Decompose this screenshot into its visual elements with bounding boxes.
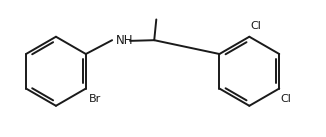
Text: Cl: Cl	[281, 94, 291, 104]
Text: Cl: Cl	[250, 21, 261, 31]
Text: Br: Br	[89, 94, 101, 104]
Text: NH: NH	[115, 34, 133, 47]
